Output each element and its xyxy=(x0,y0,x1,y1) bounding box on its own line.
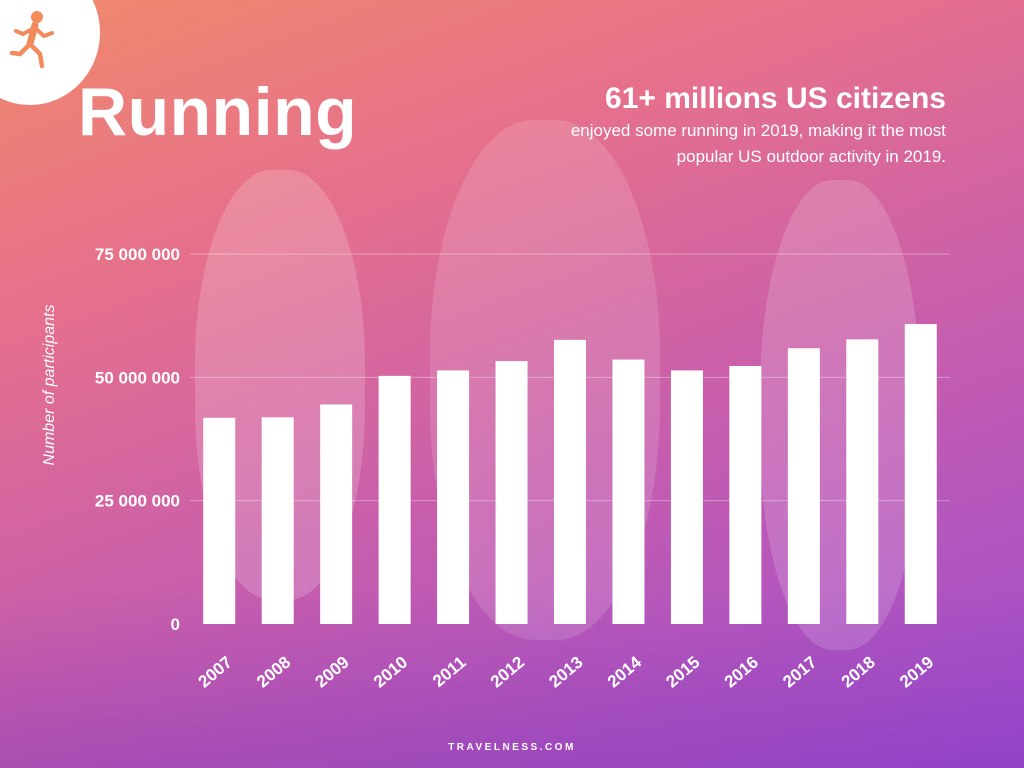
x-tick-label-2012: 2012 xyxy=(487,653,528,692)
x-tick-label-2016: 2016 xyxy=(721,653,762,692)
x-tick-label-2017: 2017 xyxy=(779,653,820,692)
headline-stat: 61+ millions US citizens xyxy=(605,82,946,115)
x-tick-label-2014: 2014 xyxy=(604,652,646,691)
bar-2019 xyxy=(904,324,937,624)
y-tick-label: 75 000 000 xyxy=(95,245,180,264)
bar-2011 xyxy=(437,370,470,624)
bar-2015 xyxy=(670,370,703,624)
bar-2013 xyxy=(554,339,586,624)
bar-2017 xyxy=(787,348,820,624)
y-tick-label: 0 xyxy=(171,615,180,634)
bar-2007 xyxy=(203,417,236,624)
x-tick-label-2009: 2009 xyxy=(312,653,353,692)
bar-2010 xyxy=(378,375,411,624)
headline-description: enjoyed some running in 2019, making it … xyxy=(570,121,946,166)
x-tick-label-2007: 2007 xyxy=(195,653,236,692)
y-tick-label: 50 000 000 xyxy=(95,368,180,387)
x-tick-label-2019: 2019 xyxy=(896,653,937,692)
bar-2014 xyxy=(612,359,645,624)
bar-2009 xyxy=(320,404,353,624)
y-axis-label: Number of participants xyxy=(41,305,58,466)
x-tick-label-2011: 2011 xyxy=(429,653,469,691)
x-tick-label-2015: 2015 xyxy=(662,653,703,692)
bar-2016 xyxy=(729,365,762,624)
y-tick-label: 25 000 000 xyxy=(95,492,180,511)
background-runner-right xyxy=(760,180,920,650)
runner-icon xyxy=(9,11,54,69)
x-tick-label-2018: 2018 xyxy=(838,653,879,692)
page-title: Running xyxy=(78,74,358,150)
bar-2012 xyxy=(495,361,528,624)
x-tick-label-2013: 2013 xyxy=(545,653,586,692)
bar-2018 xyxy=(846,339,879,624)
x-tick-label-2010: 2010 xyxy=(370,653,411,692)
bar-2008 xyxy=(261,417,294,624)
x-tick-label-2008: 2008 xyxy=(253,653,294,692)
footer-brand: TRAVELNESS.COM xyxy=(448,742,576,753)
